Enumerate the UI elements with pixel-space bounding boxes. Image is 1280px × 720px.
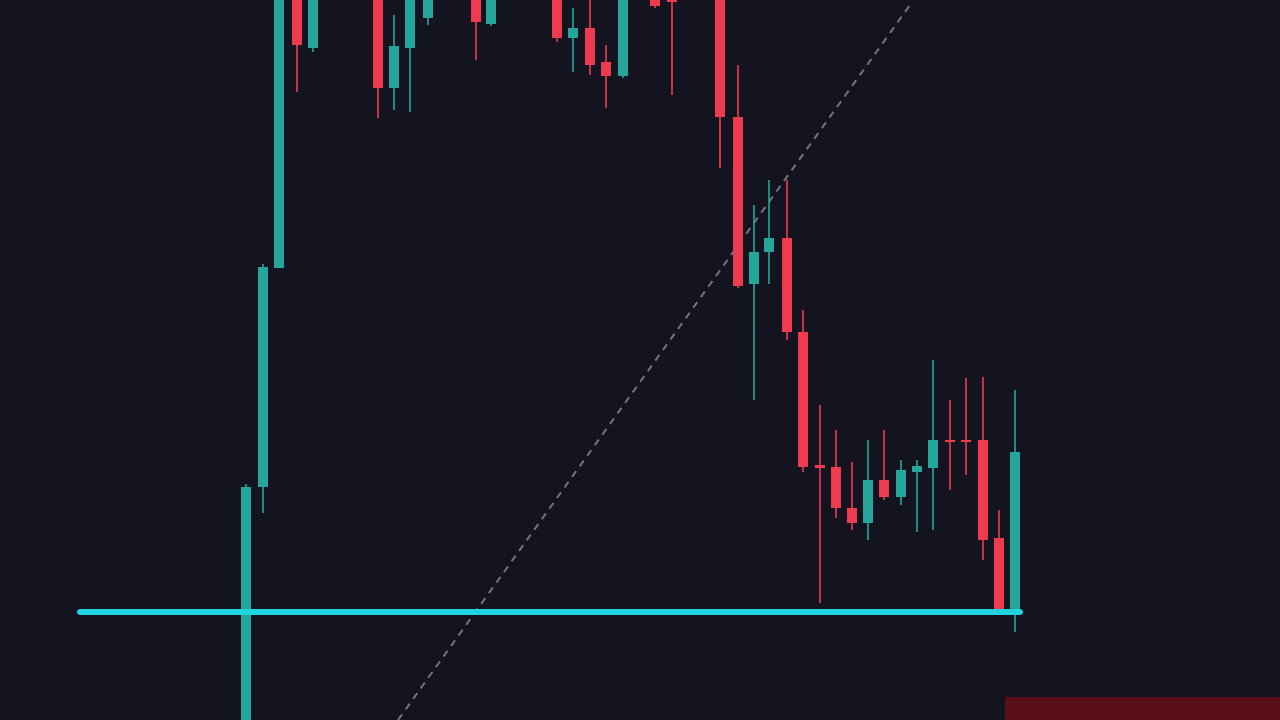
candle-wick bbox=[851, 462, 853, 530]
bullish-candle[interactable] bbox=[389, 15, 399, 110]
candle-body bbox=[274, 0, 284, 268]
candle-body bbox=[798, 332, 808, 467]
candle-body bbox=[568, 28, 578, 38]
bearish-candle[interactable] bbox=[292, 0, 302, 92]
candle-body bbox=[1010, 452, 1020, 610]
candle-wick bbox=[965, 378, 967, 475]
candle-body bbox=[831, 467, 841, 508]
candle-body bbox=[764, 238, 774, 252]
candle-body bbox=[749, 252, 759, 284]
candle-body bbox=[733, 117, 743, 286]
candle-body bbox=[715, 0, 725, 117]
candle-body bbox=[486, 0, 496, 24]
bullish-candle[interactable] bbox=[928, 360, 938, 530]
candle-body bbox=[815, 465, 825, 468]
candle-wick bbox=[296, 0, 298, 92]
bearish-candle[interactable] bbox=[667, 0, 677, 95]
candle-wick bbox=[916, 460, 918, 532]
candle-body bbox=[896, 470, 906, 497]
bullish-candle[interactable] bbox=[258, 264, 268, 513]
candle-wick bbox=[768, 180, 770, 284]
candle-body bbox=[667, 0, 677, 2]
candle-body bbox=[978, 440, 988, 540]
candle-wick bbox=[949, 400, 951, 490]
bullish-candle[interactable] bbox=[749, 205, 759, 400]
bullish-candle[interactable] bbox=[896, 460, 906, 505]
bearish-candle[interactable] bbox=[798, 310, 808, 472]
candle-body bbox=[863, 480, 873, 523]
candle-body bbox=[782, 238, 792, 332]
bearish-candle[interactable] bbox=[879, 430, 889, 500]
bearish-candle[interactable] bbox=[601, 45, 611, 108]
bullish-candle[interactable] bbox=[912, 460, 922, 532]
candle-wick bbox=[605, 45, 607, 108]
bullish-candle[interactable] bbox=[241, 484, 251, 720]
bearish-candle[interactable] bbox=[650, 0, 660, 8]
red-panel bbox=[1005, 697, 1280, 720]
candle-body bbox=[879, 480, 889, 497]
bullish-candle[interactable] bbox=[568, 8, 578, 72]
candle-wick bbox=[671, 0, 673, 95]
bullish-candle[interactable] bbox=[423, 0, 433, 25]
bullish-candle[interactable] bbox=[405, 0, 415, 112]
candle-body bbox=[912, 466, 922, 472]
candle-wick bbox=[572, 8, 574, 72]
bearish-candle[interactable] bbox=[945, 400, 955, 490]
candle-body bbox=[585, 28, 595, 65]
bearish-candle[interactable] bbox=[782, 180, 792, 340]
bearish-candle[interactable] bbox=[552, 0, 562, 42]
trend-line[interactable] bbox=[397, 4, 911, 720]
bearish-candle[interactable] bbox=[585, 0, 595, 75]
candle-wick bbox=[819, 405, 821, 603]
candle-wick bbox=[409, 0, 411, 112]
candle-body bbox=[601, 62, 611, 76]
candle-body bbox=[373, 0, 383, 88]
candle-body bbox=[994, 538, 1004, 610]
candle-body bbox=[241, 487, 251, 720]
bearish-candle[interactable] bbox=[978, 377, 988, 560]
bearish-candle[interactable] bbox=[994, 510, 1004, 612]
candle-wick bbox=[475, 0, 477, 60]
bullish-candle[interactable] bbox=[308, 0, 318, 52]
candle-body bbox=[471, 0, 481, 22]
candle-body bbox=[847, 508, 857, 523]
candle-body bbox=[945, 440, 955, 442]
trend-line-layer bbox=[397, 4, 911, 720]
candle-body bbox=[650, 0, 660, 6]
candle-body bbox=[961, 440, 971, 442]
bearish-candle[interactable] bbox=[847, 462, 857, 530]
bearish-candle[interactable] bbox=[831, 430, 841, 518]
candle-body bbox=[405, 0, 415, 48]
candle-body bbox=[423, 0, 433, 18]
candle-body bbox=[928, 440, 938, 468]
bearish-candle[interactable] bbox=[961, 378, 971, 475]
candle-body bbox=[308, 0, 318, 48]
bearish-candle[interactable] bbox=[715, 0, 725, 168]
bullish-candle[interactable] bbox=[486, 0, 496, 26]
candle-body bbox=[258, 267, 268, 487]
bearish-candle[interactable] bbox=[471, 0, 481, 60]
candle-wick bbox=[753, 205, 755, 400]
bearish-candle[interactable] bbox=[373, 0, 383, 118]
candles-layer bbox=[241, 0, 1020, 720]
bullish-candle[interactable] bbox=[618, 0, 628, 78]
candle-wick bbox=[883, 430, 885, 500]
bearish-candle[interactable] bbox=[815, 405, 825, 603]
candle-body bbox=[389, 46, 399, 88]
candle-body bbox=[618, 0, 628, 76]
candle-body bbox=[552, 0, 562, 38]
bearish-candle[interactable] bbox=[733, 65, 743, 288]
bullish-candle[interactable] bbox=[274, 0, 284, 268]
bullish-candle[interactable] bbox=[863, 440, 873, 540]
bullish-candle[interactable] bbox=[764, 180, 774, 284]
candle-body bbox=[292, 0, 302, 45]
bullish-candle[interactable] bbox=[1010, 390, 1020, 632]
